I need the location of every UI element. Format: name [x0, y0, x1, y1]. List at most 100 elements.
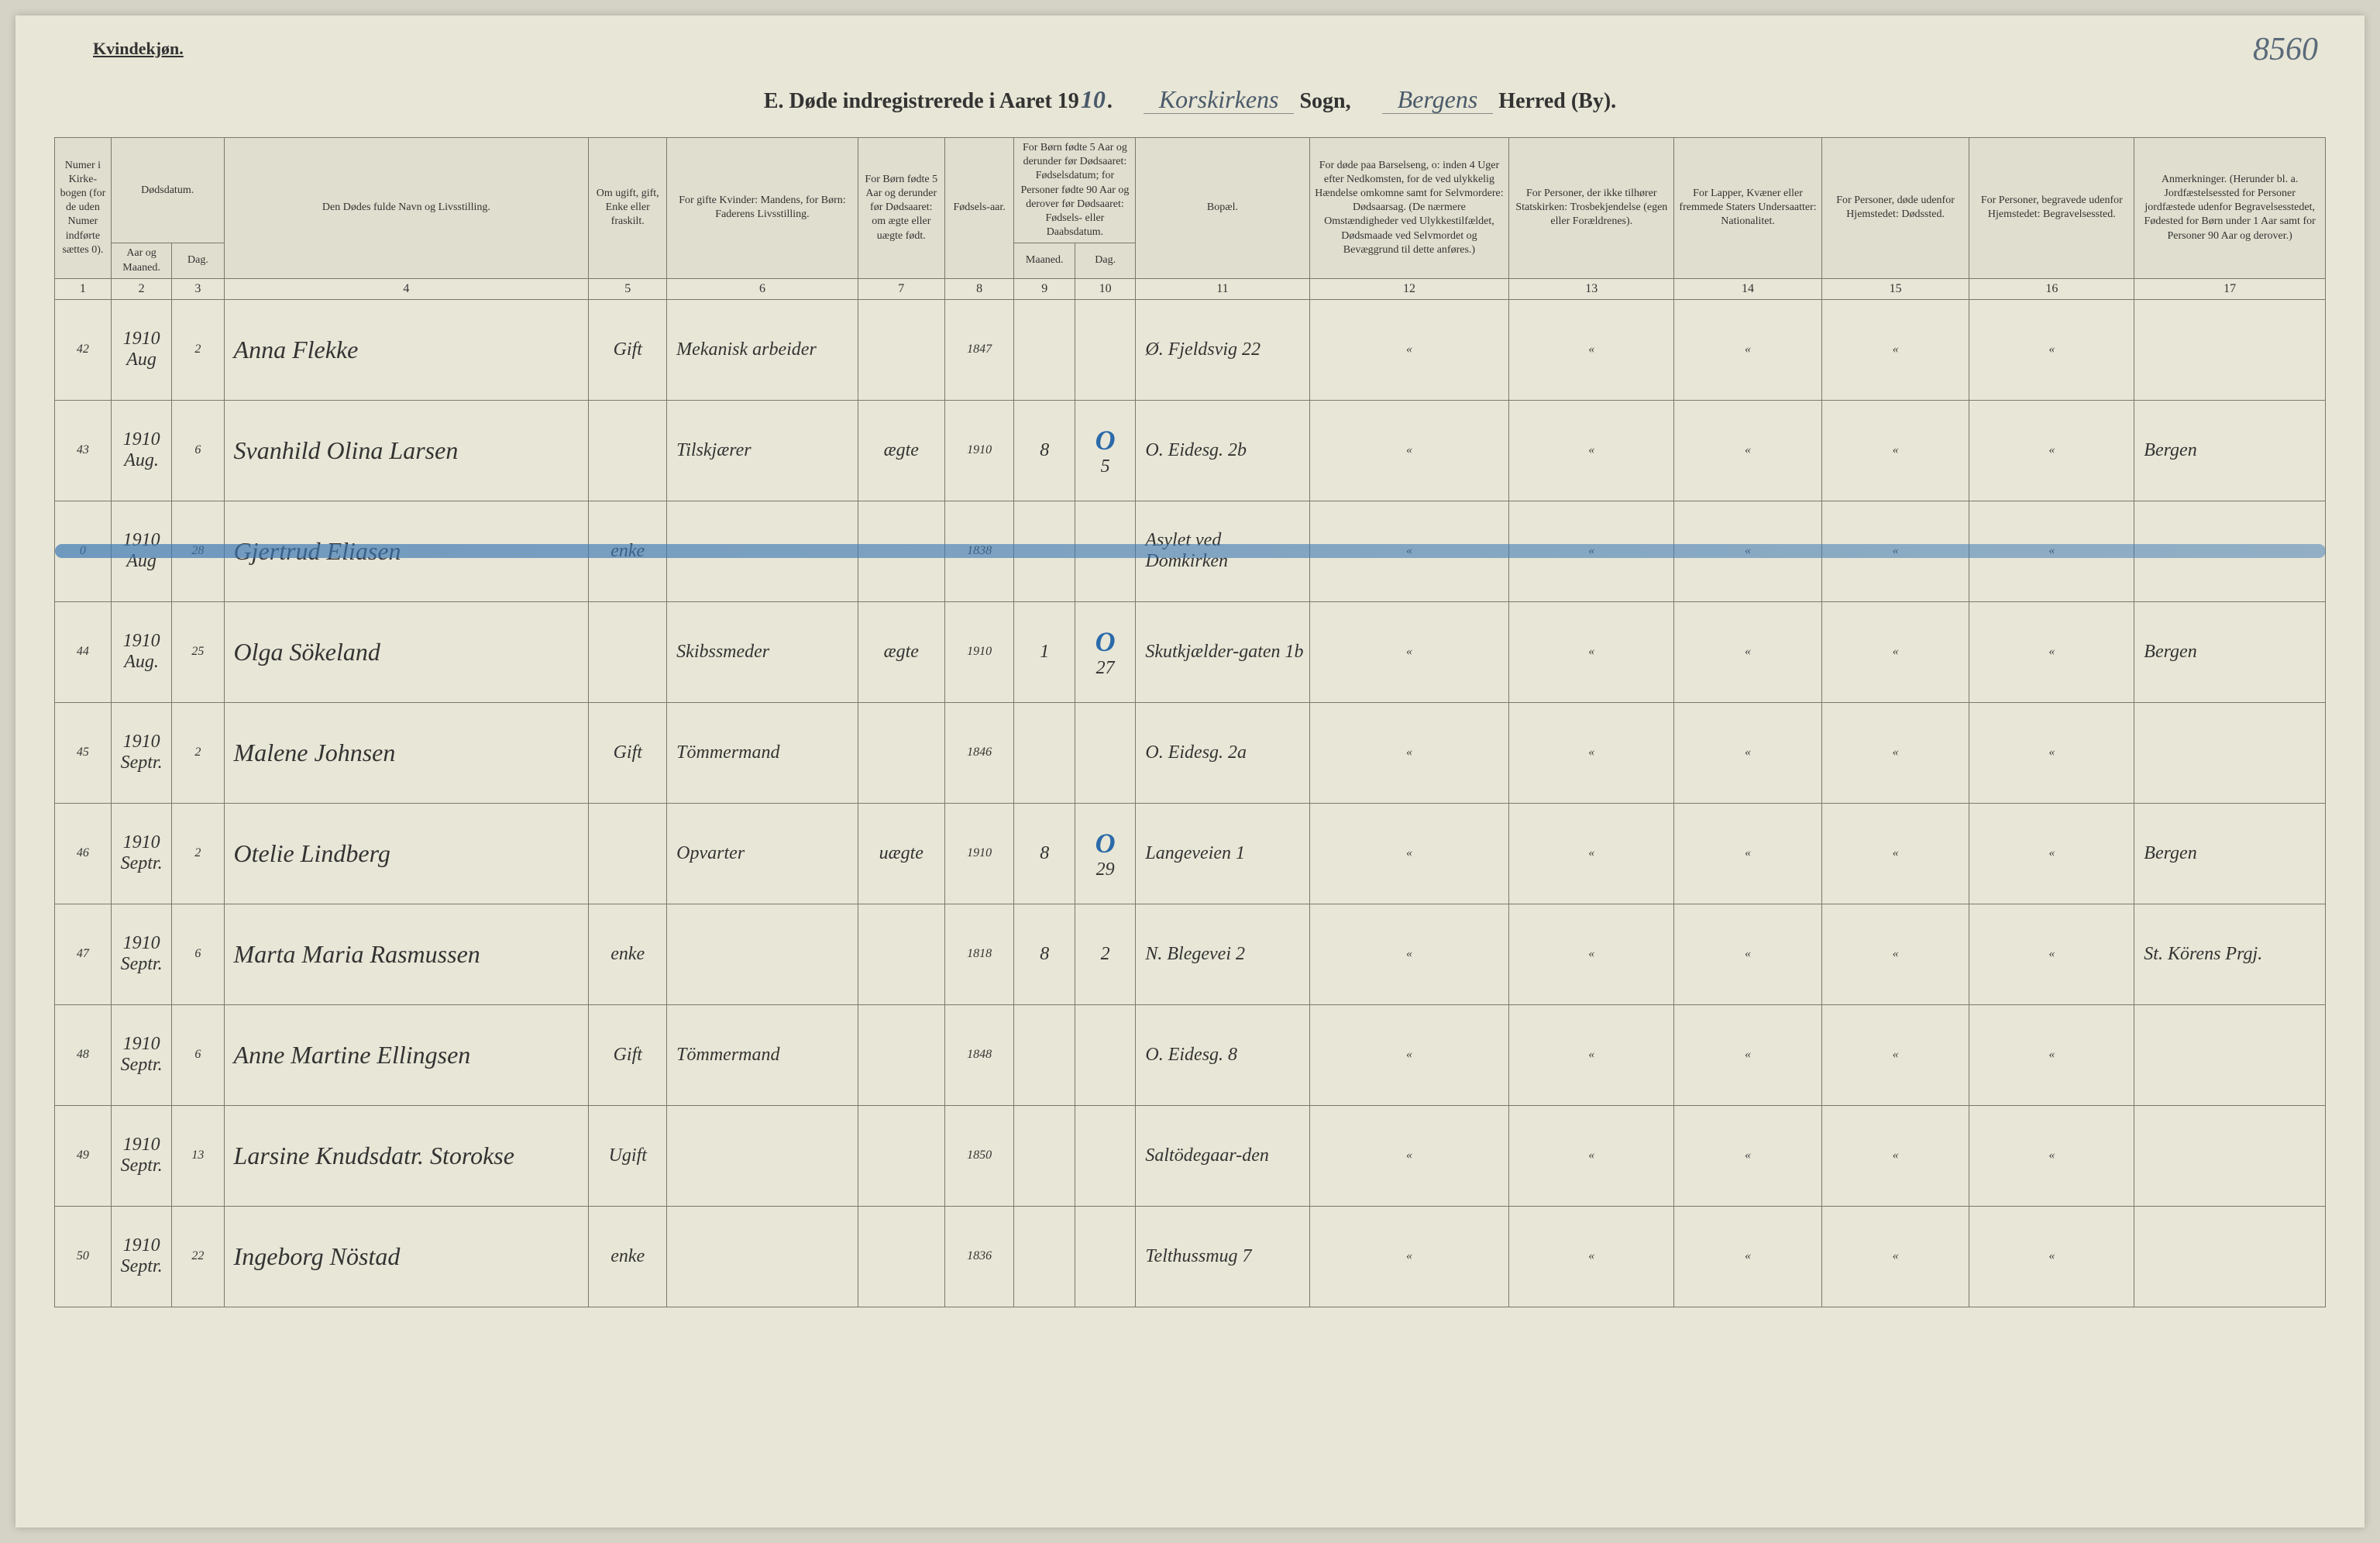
ledger-table: Numer i Kirke-bogen (for de uden Numer i… [54, 137, 2326, 1307]
header-c15: For Personer, døde udenfor Hjemstedet: D… [1821, 138, 1969, 279]
sogn-handwritten: Korskirkens [1144, 85, 1295, 114]
cell-day: 2 [172, 803, 224, 904]
cell-birth-day [1075, 1004, 1135, 1105]
cell-c17 [2134, 501, 2326, 601]
cell-c14: « [1674, 803, 1822, 904]
cell-residence: N. Blegevei 2 [1136, 904, 1309, 1004]
cell-birth-month: 8 [1014, 400, 1075, 501]
cell-c12: « [1309, 803, 1509, 904]
cell-c14: « [1674, 904, 1822, 1004]
colnum: 3 [172, 278, 224, 299]
cell-status: enke [589, 1206, 667, 1307]
cell-status: enke [589, 904, 667, 1004]
cell-c14: « [1674, 299, 1822, 400]
cell-c14: « [1674, 501, 1822, 601]
cell-residence: Langeveien 1 [1136, 803, 1309, 904]
table-head: Numer i Kirke-bogen (for de uden Numer i… [55, 138, 2326, 300]
cell-c17: St. Körens Prgj. [2134, 904, 2326, 1004]
cell-status: Gift [589, 1004, 667, 1105]
cell-aegte: ægte [858, 601, 944, 702]
cell-aegte [858, 1206, 944, 1307]
blue-zero-mark: O [1095, 425, 1116, 456]
header-c9: Maaned. [1014, 243, 1075, 278]
cell-birth-day [1075, 1206, 1135, 1307]
blue-zero-mark: O [1095, 626, 1116, 657]
table-row: 431910Aug.6Svanhild Olina LarsenTilskjær… [55, 400, 2326, 501]
cell-birth-day [1075, 1105, 1135, 1206]
cell-occupation: Tömmermand [667, 702, 858, 803]
cell-c13: « [1509, 400, 1674, 501]
cell-name: Svanhild Olina Larsen [224, 400, 589, 501]
cell-c17: Bergen [2134, 400, 2326, 501]
cell-name: Olga Sökeland [224, 601, 589, 702]
colnum: 1 [55, 278, 112, 299]
table-row: 471910Septr.6Marta Maria Rasmussenenke18… [55, 904, 2326, 1004]
table-row: 491910Septr.13Larsine Knudsdatr. Storoks… [55, 1105, 2326, 1206]
cell-day: 13 [172, 1105, 224, 1206]
cell-name: Malene Johnsen [224, 702, 589, 803]
header-c11: Bopæl. [1136, 138, 1309, 279]
cell-num: 46 [55, 803, 112, 904]
cell-c15: « [1821, 400, 1969, 501]
cell-c16: « [1969, 803, 2134, 904]
cell-c12: « [1309, 299, 1509, 400]
cell-birth-year: 1910 [944, 601, 1014, 702]
colnum: 12 [1309, 278, 1509, 299]
colnum: 5 [589, 278, 667, 299]
cell-day: 6 [172, 400, 224, 501]
cell-c14: « [1674, 1105, 1822, 1206]
cell-c16: « [1969, 299, 2134, 400]
cell-num: 0 [55, 501, 112, 601]
cell-residence: Ø. Fjeldsvig 22 [1136, 299, 1309, 400]
cell-c17 [2134, 702, 2326, 803]
cell-c16: « [1969, 1206, 2134, 1307]
cell-birth-year: 1846 [944, 702, 1014, 803]
cell-birth-day: O27 [1075, 601, 1135, 702]
cell-birth-month: 8 [1014, 803, 1075, 904]
title-row: E. Døde indregistrerede i Aaret 1910. Ko… [54, 85, 2326, 114]
sogn-label: Sogn, [1299, 89, 1350, 113]
cell-year-month: 1910Septr. [111, 1206, 171, 1307]
cell-year-month: 1910Aug [111, 501, 171, 601]
cell-day: 28 [172, 501, 224, 601]
cell-aegte [858, 1105, 944, 1206]
cell-c12: « [1309, 1004, 1509, 1105]
cell-num: 44 [55, 601, 112, 702]
cell-c15: « [1821, 702, 1969, 803]
header-c7: For Børn fødte 5 Aar og derunder før Død… [858, 138, 944, 279]
cell-status: Ugift [589, 1105, 667, 1206]
colnum: 10 [1075, 278, 1135, 299]
cell-birth-month [1014, 1105, 1075, 1206]
cell-name: Ingeborg Nöstad [224, 1206, 589, 1307]
cell-c15: « [1821, 601, 1969, 702]
cell-c12: « [1309, 400, 1509, 501]
cell-birth-day: 2 [1075, 904, 1135, 1004]
cell-c13: « [1509, 803, 1674, 904]
cell-c14: « [1674, 702, 1822, 803]
cell-c13: « [1509, 501, 1674, 601]
cell-birth-year: 1818 [944, 904, 1014, 1004]
cell-num: 47 [55, 904, 112, 1004]
colnum: 9 [1014, 278, 1075, 299]
cell-c14: « [1674, 400, 1822, 501]
header-c16: For Personer, begravede udenfor Hjemsted… [1969, 138, 2134, 279]
cell-c16: « [1969, 702, 2134, 803]
title-prefix-text: E. Døde indregistrerede i Aaret 19 [764, 89, 1079, 113]
cell-occupation [667, 501, 858, 601]
title-year: 10 [1079, 85, 1107, 113]
cell-year-month: 1910Aug. [111, 601, 171, 702]
cell-aegte: uægte [858, 803, 944, 904]
header-c12: For døde paa Barselseng, o: inden 4 Uger… [1309, 138, 1509, 279]
cell-c16: « [1969, 1105, 2134, 1206]
cell-birth-year: 1910 [944, 803, 1014, 904]
cell-c15: « [1821, 1004, 1969, 1105]
cell-occupation: Tömmermand [667, 1004, 858, 1105]
cell-name: Anne Martine Ellingsen [224, 1004, 589, 1105]
cell-status [589, 601, 667, 702]
cell-aegte [858, 904, 944, 1004]
cell-c16: « [1969, 400, 2134, 501]
cell-aegte [858, 702, 944, 803]
cell-num: 50 [55, 1206, 112, 1307]
cell-c15: « [1821, 904, 1969, 1004]
cell-birth-day: O29 [1075, 803, 1135, 904]
